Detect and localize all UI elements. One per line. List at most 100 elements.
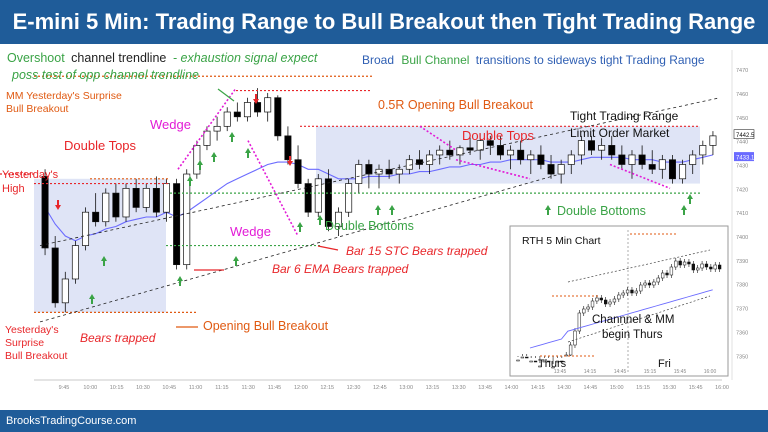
up-arrow <box>197 160 203 170</box>
x-tick-label: 16:00 <box>715 385 729 391</box>
bear-candle-body <box>547 164 555 175</box>
candle <box>294 145 302 189</box>
price-label-box <box>733 129 755 139</box>
candle <box>41 169 49 256</box>
ema-label-value: 7433.1 <box>736 156 755 162</box>
candle <box>243 97 251 122</box>
inset-label-line1: Channnel & MM <box>592 314 674 326</box>
mid-wedge-line <box>455 158 531 180</box>
bull-candle-body <box>183 173 191 266</box>
candle <box>547 154 555 179</box>
inset-candle <box>643 282 647 286</box>
inset-candle <box>608 301 612 305</box>
candle <box>335 207 343 237</box>
inset-x-tick: 13:45 <box>554 369 567 375</box>
bear-candle-body <box>132 187 140 208</box>
candle <box>71 240 79 284</box>
candle <box>92 193 100 227</box>
inset-candle <box>691 263 695 271</box>
inset-candle <box>674 260 678 268</box>
bull-candle-body <box>264 97 272 113</box>
inset-candle <box>687 261 691 265</box>
candle <box>193 140 201 179</box>
price-label-last: 7442.5 <box>736 133 755 139</box>
candle <box>527 150 535 175</box>
bear-candle-body <box>385 168 393 175</box>
inset-candle <box>713 264 717 270</box>
x-tick-label: 11:45 <box>268 385 281 391</box>
inset-candle <box>717 264 722 270</box>
bear-candle-body <box>638 154 646 165</box>
bear-candle-body <box>668 159 676 180</box>
y-tick-label: 7440 <box>736 140 748 146</box>
bear-candle-body <box>466 147 474 151</box>
bear-candle-body <box>648 164 656 170</box>
right-wedge-line <box>609 163 671 190</box>
bar6-annotation: Bar 6 EMA Bears trapped <box>272 262 409 276</box>
down-arrow <box>253 94 259 104</box>
bull-candle-body <box>699 145 707 156</box>
bar15-annotation: Bar 15 STC Bears trapped <box>346 244 488 258</box>
bull-candle-body <box>456 147 464 156</box>
candle <box>122 183 130 222</box>
upper-channel-trendline <box>39 97 721 246</box>
candle <box>446 140 454 160</box>
candle <box>304 178 312 217</box>
candle <box>203 126 211 151</box>
bear-candle-body <box>51 247 59 304</box>
bull-candle-body <box>628 154 636 165</box>
bull-candle-body <box>203 130 211 146</box>
candle <box>486 135 494 155</box>
candle <box>173 178 181 270</box>
bull-candle-body <box>527 154 535 161</box>
bear-candle-body <box>537 154 545 165</box>
inset-candle <box>555 360 560 363</box>
inset-ema-line <box>529 289 713 349</box>
mm-annotation-line1: MM Yesterday's Surprise <box>6 90 122 102</box>
candle <box>618 145 626 170</box>
inset-x-tick: 15:45 <box>674 369 687 375</box>
x-tick-label: 13:00 <box>399 385 413 391</box>
double-bottoms-right-label: Double Bottoms <box>557 204 646 218</box>
bull-candle-body <box>598 145 606 151</box>
inset-candle <box>630 289 634 294</box>
y-tick-label: 7360 <box>736 330 748 336</box>
inset-x-tick: 16:00 <box>704 369 717 375</box>
half-r-annotation: 0.5R Opening Bull Breakout <box>378 98 533 112</box>
bear-candle-body <box>446 149 454 156</box>
inset-candle <box>656 277 660 283</box>
title-bar: E-mini 5 Min: Trading Range to Bull Brea… <box>0 0 768 44</box>
bull-candle-body <box>142 187 150 208</box>
candle <box>375 164 383 189</box>
inset-label-line2: begin Thurs <box>602 329 663 341</box>
candle <box>152 176 160 217</box>
candle <box>426 150 434 175</box>
bears-trapped-label: Bears trapped <box>80 331 156 345</box>
x-tick-label: 12:15 <box>320 385 334 391</box>
candle <box>517 140 525 165</box>
bear-candle-body <box>92 211 100 223</box>
candle <box>254 88 262 117</box>
inset-lower-channel <box>567 295 711 343</box>
bull-candle-body <box>243 102 251 118</box>
candle <box>699 140 707 165</box>
bear-candle-body <box>517 149 525 161</box>
bull-candle-body <box>507 149 515 156</box>
candle <box>213 116 221 141</box>
up-arrow <box>177 276 183 286</box>
wedge-bottom-label: Wedge <box>230 224 271 239</box>
bull-candle-body <box>395 168 403 175</box>
inset-candle <box>586 306 590 310</box>
y-tick-label: 7390 <box>736 259 748 265</box>
inset-candle <box>634 290 638 294</box>
x-tick-label: 12:30 <box>347 385 361 391</box>
broad-channel-annotation: Broad Bull Channel transitions to sidewa… <box>362 53 705 67</box>
candle <box>345 178 353 217</box>
bar15-arrow <box>317 245 339 251</box>
footer-bar: BrooksTradingCourse.com <box>0 410 768 432</box>
x-tick-label: 14:00 <box>505 385 519 391</box>
inset-candle <box>551 366 555 369</box>
inset-thurs-label: Thurs <box>538 358 567 370</box>
inset-candle <box>669 266 674 276</box>
bull-candle-body <box>314 178 322 213</box>
